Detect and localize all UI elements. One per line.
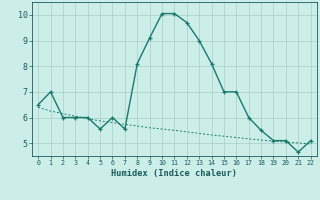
X-axis label: Humidex (Indice chaleur): Humidex (Indice chaleur) [111, 169, 237, 178]
